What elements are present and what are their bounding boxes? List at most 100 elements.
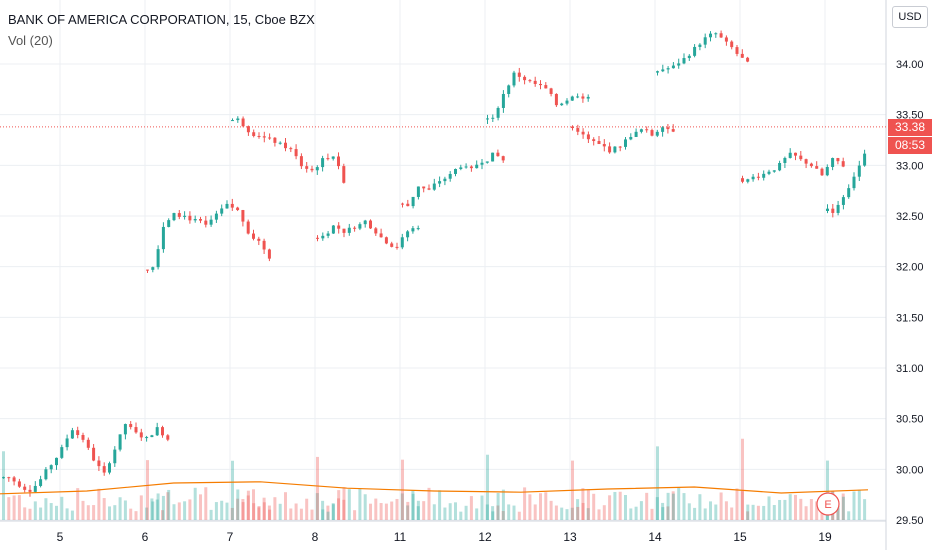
candle-body xyxy=(70,430,74,439)
y-tick-label: 31.50 xyxy=(896,312,924,324)
volume-bar xyxy=(236,498,240,520)
volume-bar xyxy=(592,493,596,520)
candle-body xyxy=(730,41,734,48)
volume-bar xyxy=(406,505,410,520)
volume-bar xyxy=(331,503,335,520)
candle-body xyxy=(491,152,495,162)
candle-body xyxy=(262,240,266,250)
candle-body xyxy=(714,33,718,35)
volume-bar xyxy=(597,509,601,520)
candle-body xyxy=(369,220,372,229)
volume-bar xyxy=(81,500,85,520)
volume-bar xyxy=(33,501,37,520)
candle-body xyxy=(454,168,457,174)
chart-title: BANK OF AMERICA CORPORATION, 15, Cboe BZ… xyxy=(8,12,315,27)
volume-bar xyxy=(496,505,500,520)
volume-bar xyxy=(241,502,245,520)
volume-bar xyxy=(252,503,256,520)
candle-body xyxy=(549,88,553,94)
volume-bar xyxy=(347,489,351,520)
candle-body xyxy=(353,227,357,229)
volume-bar xyxy=(709,501,712,520)
currency-button[interactable]: USD xyxy=(892,6,928,28)
last-price-label: 33.38 xyxy=(888,119,932,136)
candle-body xyxy=(592,139,596,142)
candle-body xyxy=(735,47,739,54)
volume-bar xyxy=(321,500,325,520)
volume-bar xyxy=(236,489,240,520)
volume-bar xyxy=(778,499,782,520)
volume-bar xyxy=(576,506,580,520)
candle-body xyxy=(321,158,325,168)
volume-bar xyxy=(268,509,272,520)
candle-body xyxy=(257,135,261,137)
volume-bar xyxy=(193,487,197,520)
volume-bar xyxy=(294,503,298,520)
volume-bar xyxy=(411,490,415,520)
volume-bar xyxy=(863,499,867,520)
candle-body xyxy=(134,427,138,433)
candle-body xyxy=(316,237,319,239)
candle-body xyxy=(767,171,771,174)
candle-body xyxy=(677,63,681,66)
candle-body xyxy=(778,162,782,171)
candle-body xyxy=(836,204,840,213)
candle-body xyxy=(139,432,143,438)
volume-bar xyxy=(459,511,463,520)
candle-body xyxy=(639,129,643,132)
volume-bar xyxy=(155,499,159,520)
volume-bar xyxy=(310,509,314,520)
candle-body xyxy=(517,72,521,77)
volume-bar xyxy=(204,487,208,520)
volume-bar xyxy=(714,504,718,520)
candle-body xyxy=(836,158,840,162)
candle-body xyxy=(400,237,404,248)
volume-bar xyxy=(390,501,394,520)
candle-body xyxy=(804,159,808,164)
candle-body xyxy=(512,72,516,86)
volume-bar xyxy=(246,490,250,520)
candle-body xyxy=(155,427,159,436)
candle-body xyxy=(363,220,367,225)
volume-bar xyxy=(475,508,479,520)
volume-bar xyxy=(39,507,43,520)
volume-bar xyxy=(528,494,532,520)
volume-bar xyxy=(123,500,127,520)
volume-bar xyxy=(363,494,367,520)
candle-body xyxy=(97,460,101,467)
candle-body xyxy=(86,439,90,448)
candle-body xyxy=(416,186,420,197)
volume-bar xyxy=(44,498,48,520)
volume-bar xyxy=(469,496,473,520)
candle-body xyxy=(161,226,165,250)
volume-bar xyxy=(326,505,330,520)
x-tick-label: 6 xyxy=(142,530,149,544)
candle-body xyxy=(576,96,580,98)
x-tick-label: 14 xyxy=(648,530,662,544)
volume-bar xyxy=(724,501,728,520)
volume-bar xyxy=(735,488,739,520)
candle-body xyxy=(480,162,484,165)
candle-body xyxy=(146,269,149,271)
volume-bar xyxy=(151,501,155,520)
volume-bar xyxy=(576,499,580,520)
candle-body xyxy=(209,219,213,225)
candle-body xyxy=(28,489,32,492)
candle-body xyxy=(161,427,164,436)
candle-body xyxy=(448,173,452,179)
volume-bar xyxy=(544,492,548,520)
volume-bar xyxy=(698,494,702,520)
candle-body xyxy=(49,465,53,470)
candle-body xyxy=(486,118,489,120)
volume-bar xyxy=(76,488,80,520)
candle-body xyxy=(671,65,675,69)
volume-bar xyxy=(17,495,21,520)
candle-body xyxy=(268,137,272,139)
volume-bar xyxy=(836,508,840,520)
volume-bar xyxy=(687,503,691,520)
candle-body xyxy=(682,58,686,64)
volume-bar xyxy=(262,497,266,520)
volume-bar xyxy=(533,504,537,520)
